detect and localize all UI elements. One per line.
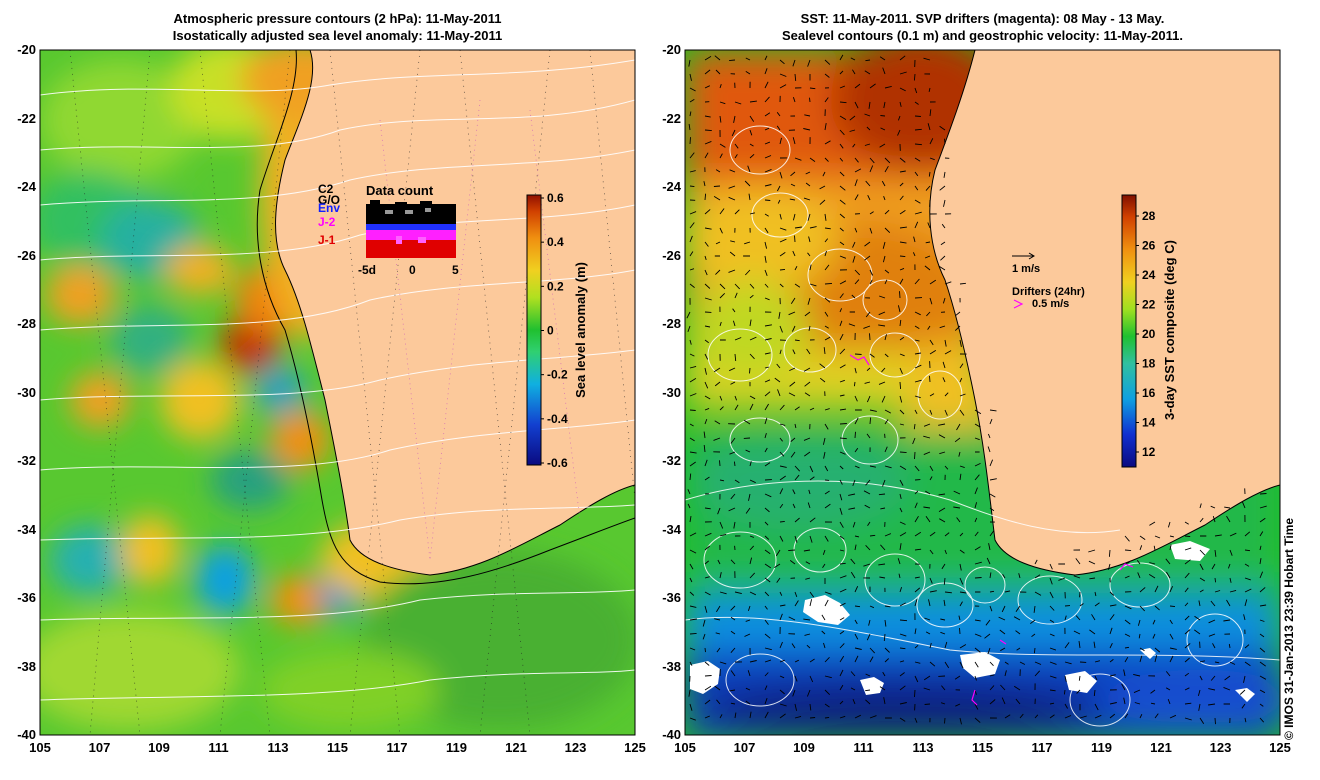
right-y-tick: -24 (662, 179, 681, 194)
sst-colorbar-tick: 24 (1142, 268, 1156, 282)
right-x-tick: 119 (1091, 740, 1112, 755)
left-y-tick: -26 (17, 247, 36, 263)
right-panel-title: SST: 11-May-2011. SVP drifters (magenta)… (685, 10, 1280, 44)
sst-colorbar-tick: 26 (1142, 239, 1156, 253)
left-title-line2: Isostatically adjusted sea level anomaly… (172, 28, 503, 43)
sla-colorbar-tick: -0.2 (547, 368, 568, 382)
left-x-tick: 113 (267, 740, 289, 755)
data-count-legend: C2 G/O Env J-2 J-1 (318, 182, 340, 247)
sst-colorbar-tick: 22 (1142, 298, 1156, 312)
sla-colorbar-tick: 0.6 (547, 191, 564, 205)
sst-colorbar-label: 3-day SST composite (deg C) (1162, 240, 1177, 420)
right-y-tick: -28 (662, 316, 681, 331)
right-x-tick: 123 (1209, 740, 1232, 755)
right-y-tick: -26 (662, 247, 681, 263)
left-x-tick: 107 (88, 740, 111, 755)
right-y-tick: -34 (662, 521, 681, 537)
sst-colorbar-tick: 18 (1142, 357, 1156, 371)
right-y-tick: -20 (662, 42, 681, 57)
sla-colorbar-tick: 0.4 (547, 235, 564, 249)
velocity-scale-label: 1 m/s (1012, 263, 1040, 275)
left-panel-title: Atmospheric pressure contours (2 hPa): 1… (40, 10, 635, 44)
left-y-tick: -20 (17, 42, 36, 57)
left-y-tick: -40 (17, 727, 36, 742)
right-x-tick: 117 (1031, 740, 1053, 755)
right-x-tick: 109 (793, 740, 815, 755)
left-y-tick: -30 (17, 384, 36, 400)
left-x-tick: 109 (148, 740, 170, 755)
legend-go: G/O (318, 193, 340, 207)
right-y-tick: -30 (662, 384, 681, 400)
right-x-tick: 125 (1269, 740, 1291, 755)
copyright-credit: © IMOS 31-Jan-2013 23:39 Hobart Time (1282, 517, 1296, 740)
right-y-tick: -22 (662, 110, 681, 126)
sst-colorbar: 28 26 24 22 20 18 16 14 12 3-day SST composite (… (1121, 194, 1177, 468)
left-x-tick: 117 (386, 740, 408, 755)
right-title-line1: SST: 11-May-2011. SVP drifters (magenta)… (800, 11, 1165, 26)
legend-j1: J-1 (318, 233, 336, 247)
sla-colorbar-tick: -0.6 (547, 456, 568, 470)
sla-colorbar-tick: 0 (547, 324, 554, 338)
left-title-line1: Atmospheric pressure contours (2 hPa): 1… (173, 11, 502, 26)
sla-colorbar-tick: -0.4 (547, 412, 568, 426)
sst-colorbar-tick: 12 (1142, 445, 1156, 459)
data-count-bars (366, 200, 456, 258)
right-x-tick: 121 (1150, 740, 1172, 755)
left-x-tick: 119 (446, 740, 467, 755)
left-map (40, 50, 635, 735)
drifter-scale-label: 0.5 m/s (1032, 298, 1069, 310)
left-y-tick: -34 (17, 521, 36, 537)
right-map (685, 50, 1280, 735)
right-x-tick: 105 (674, 740, 696, 755)
right-map-frame (684, 49, 1281, 736)
drifter-arrow-icon (1013, 299, 1024, 309)
sst-colorbar-tick: 16 (1142, 386, 1156, 400)
sst-colorbar-tick: 28 (1142, 209, 1156, 223)
legend-env: Env (318, 201, 340, 215)
left-y-tick: -28 (17, 316, 36, 331)
left-y-tick: -36 (17, 590, 36, 605)
sla-colorbar-tick: 0.2 (547, 279, 564, 293)
right-x-tick: 111 (853, 740, 874, 755)
left-x-tick: 115 (327, 740, 348, 755)
left-x-tick: 125 (624, 740, 646, 755)
left-x-tick: 111 (208, 740, 229, 755)
left-x-tick: 121 (505, 740, 527, 755)
left-y-tick: -22 (17, 110, 36, 126)
sst-colorbar-tick: 20 (1142, 327, 1156, 341)
sla-colorbar: 0.6 0.4 0.2 0 -0.2 -0.4 -0.6 Sea level anomaly… (526, 191, 588, 470)
right-title-line2: Sealevel contours (0.1 m) and geostrophi… (782, 28, 1183, 43)
right-x-tick: 107 (733, 740, 756, 755)
data-count-tick-5: 5 (452, 263, 459, 277)
drifter-legend-title: Drifters (24hr) (1012, 286, 1085, 298)
left-map-frame (39, 49, 636, 736)
sla-colorbar-label: Sea level anomaly (m) (573, 262, 588, 398)
sst-colorbar-tick: 14 (1142, 416, 1156, 430)
right-x-tick: 115 (972, 740, 993, 755)
data-count-title: Data count (366, 183, 434, 198)
data-count-tick-minus5: -5d (358, 263, 376, 277)
left-y-tick: -24 (17, 179, 36, 194)
right-x-tick: 113 (912, 740, 934, 755)
left-y-tick: -38 (17, 658, 36, 674)
left-y-tick: -32 (17, 453, 36, 468)
data-count-tick-0: 0 (409, 263, 416, 277)
right-y-tick: -38 (662, 658, 681, 674)
right-y-tick: -32 (662, 453, 681, 468)
left-x-tick: 105 (29, 740, 51, 755)
legend-j2: J-2 (318, 215, 336, 229)
right-y-tick: -36 (662, 590, 681, 605)
left-x-tick: 123 (564, 740, 587, 755)
geostrophic-velocity-arrows (686, 54, 1267, 725)
velocity-legend: 1 m/s Drifters (24hr) 0.5 m/s (1012, 252, 1085, 310)
data-count-inset: Data count C2 G/O Env J-2 J-1 -5d 0 5 (318, 182, 459, 277)
right-y-tick: -40 (662, 727, 681, 742)
legend-c2: C2 (318, 182, 334, 196)
